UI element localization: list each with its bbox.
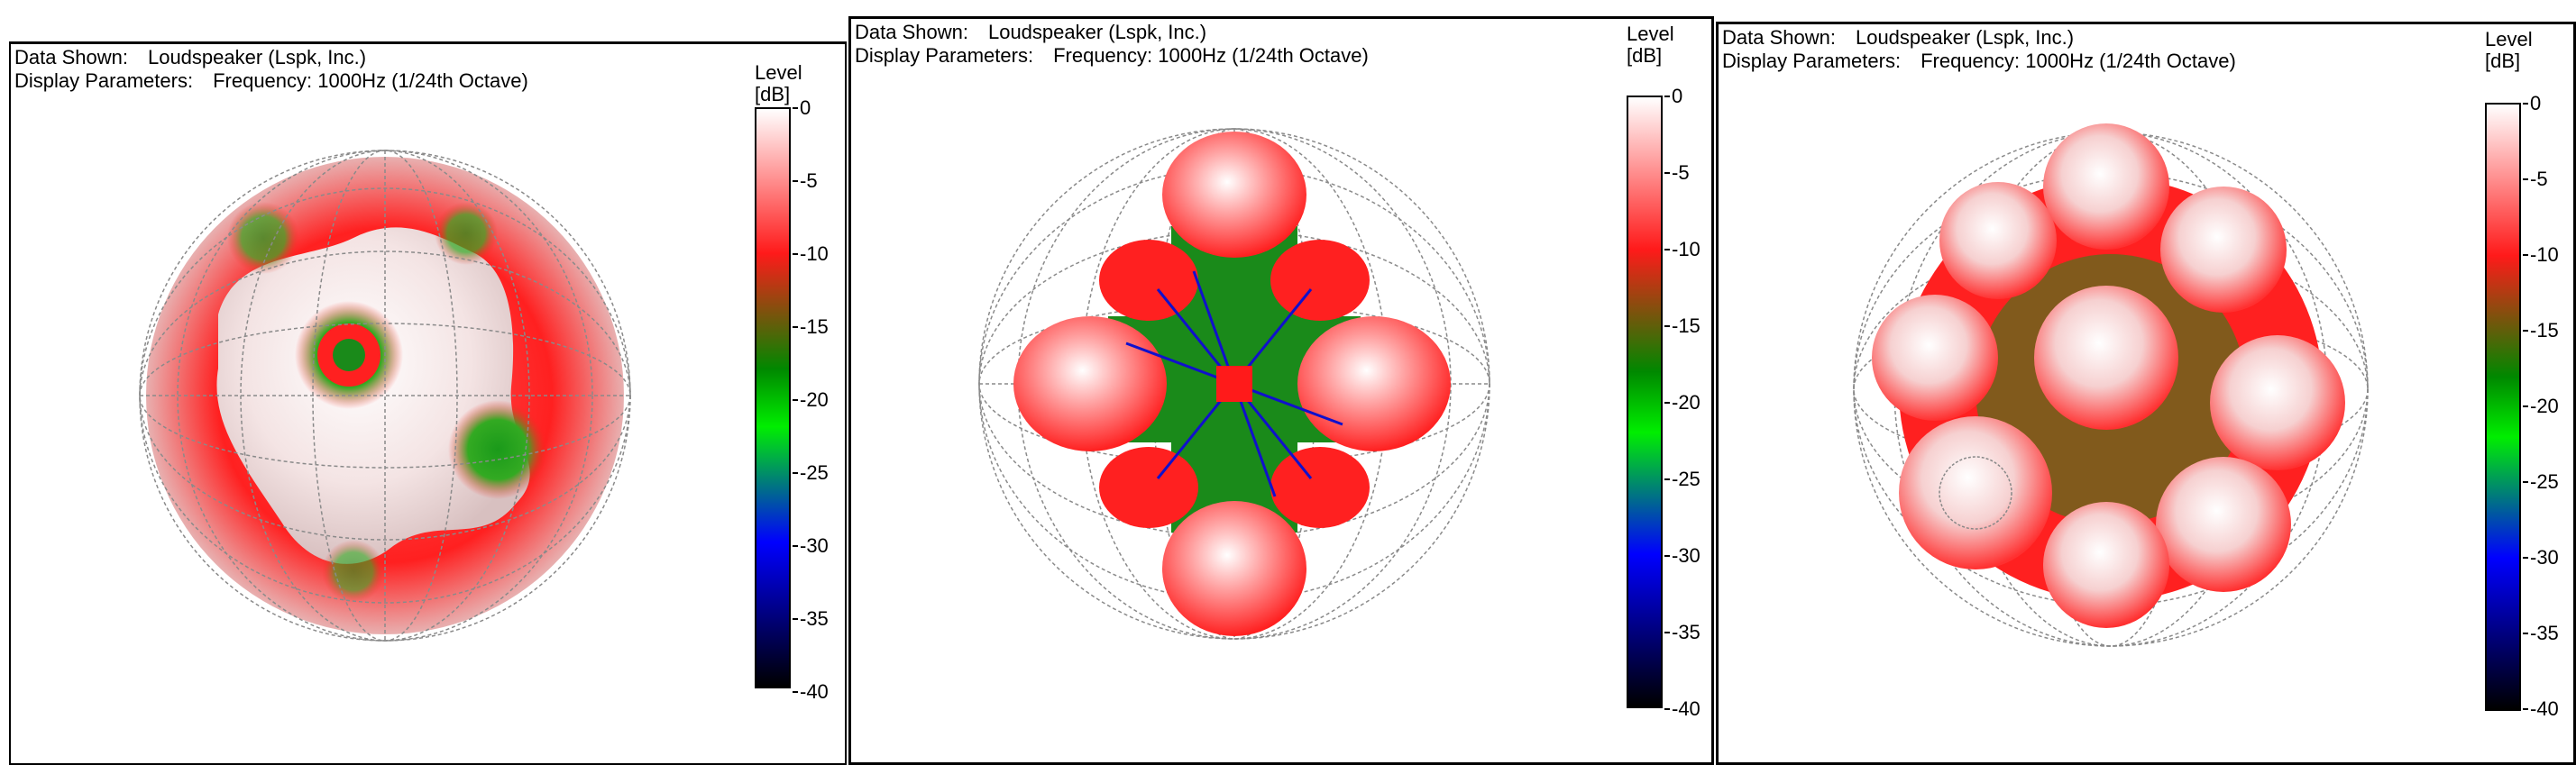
- polar-plot-panel-3: Data Shown: Loudspeaker (Lspk, Inc.) Disp…: [1716, 22, 2576, 765]
- colorbar-tick: -40: [793, 680, 829, 703]
- colorbar-tick: -15: [1664, 314, 1701, 337]
- colorbar-tick: -25: [1664, 468, 1701, 490]
- data-shown-value: Loudspeaker (Lspk, Inc.): [1855, 26, 2075, 49]
- colorbar-tick: -5: [2523, 168, 2548, 190]
- colorbar-tick: -30: [2523, 546, 2559, 569]
- colorbar-tick: -5: [793, 169, 818, 192]
- data-shown-label: Data Shown:: [14, 46, 128, 68]
- display-parameters-value: Frequency: 1000Hz (1/24th Octave): [213, 69, 528, 92]
- colorbar-tick: -25: [793, 461, 829, 484]
- colorbar-tick: -10: [2523, 243, 2559, 266]
- polar-plot-panel-1: Data Shown: Loudspeaker (Lspk, Inc.) Disp…: [9, 41, 847, 765]
- colorbar-title: Level: [755, 61, 802, 84]
- colorbar-tick: -20: [2523, 395, 2559, 417]
- colorbar-tick: -25: [2523, 470, 2559, 493]
- polar-plot-panel-2: Data Shown: Loudspeaker (Lspk, Inc.) Disp…: [848, 16, 1714, 765]
- colorbar-tick: -30: [793, 534, 829, 557]
- colorbar-unit: [dB]: [755, 83, 791, 105]
- display-parameters-value: Frequency: 1000Hz (1/24th Octave): [1921, 50, 2236, 72]
- display-parameters-label: Display Parameters:: [1722, 50, 1902, 72]
- header-text: Data Shown: Loudspeaker (Lspk, Inc.) Disp…: [1722, 26, 2236, 73]
- colorbar-tick: -15: [2523, 319, 2559, 342]
- colorbar-unit: [dB]: [2485, 50, 2521, 72]
- colorbar-tick: -35: [1664, 621, 1701, 643]
- colorbar-unit: [dB]: [1627, 44, 1663, 67]
- display-parameters-label: Display Parameters:: [14, 69, 194, 92]
- colorbar-tick: -10: [1664, 238, 1701, 260]
- colorbar-title: Level: [1627, 23, 1674, 45]
- data-shown-label: Data Shown:: [855, 21, 968, 43]
- colorbar-tick: 0: [2522, 92, 2542, 114]
- data-shown-value: Loudspeaker (Lspk, Inc.): [987, 21, 1207, 43]
- colorbar-tick: -40: [2523, 697, 2559, 720]
- colorbar-gradient: [2485, 103, 2521, 711]
- colorbar-tick: -20: [1664, 391, 1701, 414]
- balloon-surface: [1013, 132, 1451, 636]
- colorbar-tick: -35: [793, 607, 829, 630]
- colorbar-tick: -30: [1664, 544, 1701, 567]
- header-text: Data Shown: Loudspeaker (Lspk, Inc.) Disp…: [14, 46, 528, 93]
- colorbar-title: Level: [2485, 28, 2533, 50]
- colorbar-tick: -40: [1664, 697, 1701, 720]
- colorbar-tick: 0: [792, 96, 811, 119]
- data-shown-label: Data Shown:: [1722, 26, 1836, 49]
- balloon-plot-3d: [1853, 123, 2369, 647]
- colorbar-tick: -20: [793, 388, 829, 411]
- colorbar-tick: -10: [793, 242, 829, 265]
- header-text: Data Shown: Loudspeaker (Lspk, Inc.) Disp…: [855, 21, 1369, 68]
- balloon-surface: [1872, 123, 2345, 628]
- colorbar-tick: -35: [2523, 622, 2559, 644]
- balloon-plot-3d: [139, 150, 631, 642]
- colorbar-tick: -5: [1664, 161, 1690, 184]
- colorbar-tick: -15: [793, 315, 829, 338]
- colorbar-gradient: [755, 107, 791, 688]
- sphere-grid: [139, 150, 631, 642]
- colorbar-tick: 0: [1664, 85, 1683, 107]
- display-parameters-label: Display Parameters:: [855, 44, 1034, 67]
- data-shown-value: Loudspeaker (Lspk, Inc.): [147, 46, 367, 68]
- balloon-plot-3d: [978, 128, 1490, 640]
- display-parameters-value: Frequency: 1000Hz (1/24th Octave): [1053, 44, 1369, 67]
- colorbar-gradient: [1627, 96, 1663, 708]
